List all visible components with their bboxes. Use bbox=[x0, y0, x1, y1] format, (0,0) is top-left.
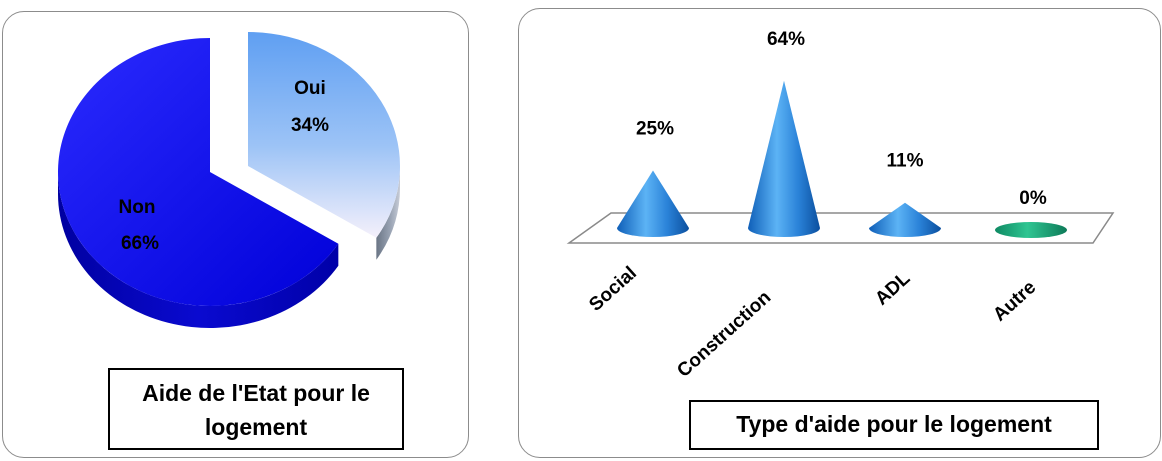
category-label-social: Social bbox=[585, 263, 641, 316]
pie-slice-non-side bbox=[58, 172, 339, 328]
cone-social bbox=[617, 170, 689, 237]
pie-chart-title: Aide de l'Etat pour le logement bbox=[108, 368, 404, 450]
cone-autre bbox=[995, 222, 1067, 238]
pie-chart: Oui 34% Non 66% bbox=[57, 32, 400, 328]
pie-value-non: 66% bbox=[121, 233, 159, 254]
pie-label-non: Non bbox=[119, 197, 156, 218]
cone-value-adl: 11% bbox=[887, 151, 924, 172]
pie-label-oui: Oui bbox=[294, 78, 326, 99]
cone-adl bbox=[869, 202, 941, 237]
cone-chart-floor bbox=[566, 212, 1115, 244]
pie-slice-oui-side bbox=[376, 166, 400, 260]
pie-value-oui: 34% bbox=[291, 115, 329, 136]
cone-value-social: 25% bbox=[636, 119, 674, 140]
pie-slice-oui bbox=[248, 32, 400, 238]
cone-construction bbox=[748, 80, 820, 237]
category-label-adl: ADL bbox=[871, 268, 914, 310]
cone-chart: 25% Social 64% Construction 11% ADL 0% Autre bbox=[585, 29, 1067, 382]
cone-chart-title: Type d'aide pour le logement bbox=[689, 400, 1099, 450]
cone-value-construction: 64% bbox=[767, 29, 805, 50]
pie-slice-non bbox=[57, 38, 339, 306]
category-label-construction: Construction bbox=[673, 287, 775, 382]
cone-value-autre: 0% bbox=[1019, 188, 1047, 209]
category-label-autre: Autre bbox=[989, 277, 1040, 326]
